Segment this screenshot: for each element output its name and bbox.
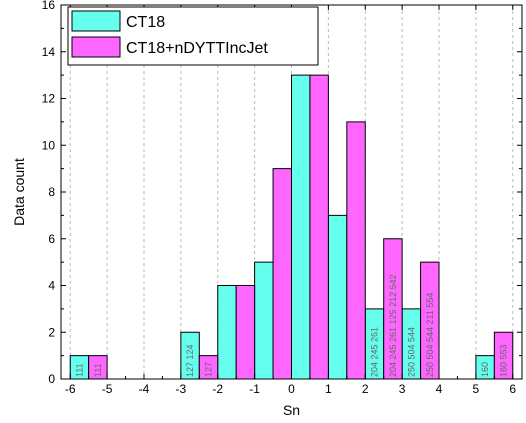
y-tick-label: 6	[48, 232, 55, 246]
bar-label: 204 245 261 125 212 542	[388, 274, 398, 377]
bar	[254, 261, 274, 380]
y-tick-label: 16	[42, 0, 56, 12]
bar-label: 127 124	[185, 344, 195, 377]
bar	[272, 168, 292, 380]
x-tick-label: 5	[473, 382, 480, 396]
bar-label: 250 504 544 211 554	[425, 293, 435, 377]
bar-labels: 111 127 124 204 245 261 250 504 544 160 111 12…	[74, 274, 508, 377]
bar-label: 160	[480, 362, 490, 377]
bar	[346, 121, 366, 380]
x-tick-label: 6	[509, 382, 516, 396]
bar	[235, 285, 256, 380]
bar-label: 111	[93, 363, 103, 377]
bar-label: 127	[204, 362, 214, 377]
y-tick-label: 12	[42, 92, 56, 106]
legend: CT18 CT18+nDYTTIncJet	[67, 6, 319, 66]
bar-label: 204 245 261	[369, 327, 379, 377]
x-tick-label: 4	[436, 382, 443, 396]
bars	[69, 74, 514, 380]
y-tick-label: 14	[42, 45, 56, 59]
y-tick-label: 0	[48, 372, 55, 386]
x-tick-label: -1	[249, 382, 260, 396]
legend-swatch-ct18	[71, 10, 121, 32]
legend-label-ct18: CT18	[126, 14, 165, 31]
bar-label: 250 504 544	[406, 327, 416, 377]
bar	[291, 74, 311, 380]
x-tick-label: -4	[139, 382, 150, 396]
y-tick-label: 10	[42, 138, 56, 152]
x-tick-label: 0	[288, 382, 295, 396]
bar-label: 160 553	[499, 344, 509, 377]
x-tick-label: -3	[176, 382, 187, 396]
y-tick-label: 2	[48, 325, 55, 339]
x-tick-label: -6	[65, 382, 76, 396]
legend-label-ct18-ndyttincjet: CT18+nDYTTIncJet	[126, 40, 268, 57]
y-tick-label: 8	[48, 185, 55, 199]
x-tick-label: 3	[399, 382, 406, 396]
legend-swatch-ct18-ndyttincjet	[71, 36, 121, 58]
x-tick-label: 2	[362, 382, 369, 396]
x-tick-label: 1	[325, 382, 332, 396]
bar	[217, 285, 237, 380]
bar	[309, 74, 329, 380]
y-axis-title: Data count	[11, 158, 27, 226]
x-tick-label: -2	[212, 382, 223, 396]
bar	[327, 214, 348, 380]
y-tick-label: 4	[48, 279, 55, 293]
x-axis-title: Sn	[283, 402, 300, 418]
bar-label: 111	[74, 363, 84, 377]
x-tick-label: -5	[102, 382, 113, 396]
